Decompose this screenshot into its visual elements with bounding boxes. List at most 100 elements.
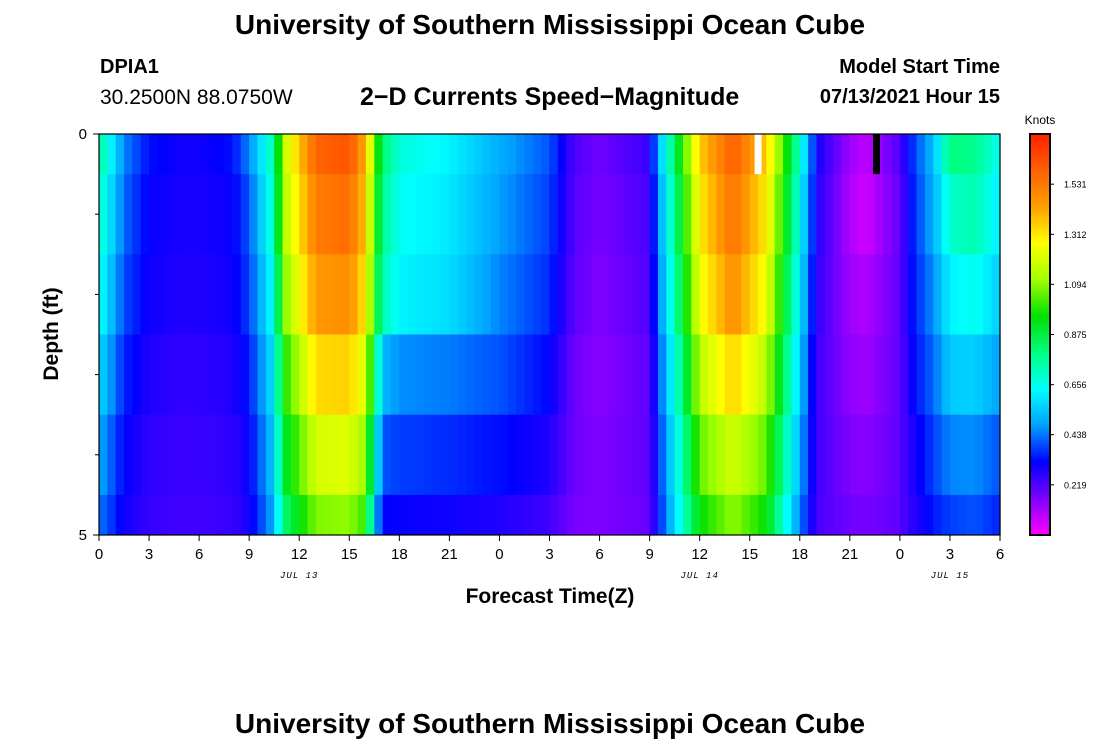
- heatmap-cell: [716, 174, 726, 255]
- heatmap-cell: [816, 494, 826, 536]
- station-id: DPIA1: [100, 56, 159, 78]
- heatmap-cell: [174, 414, 184, 496]
- heatmap-cell: [983, 414, 993, 496]
- heatmap-cell: [749, 494, 759, 536]
- x-tick-label: 3: [545, 546, 553, 563]
- heatmap-cell: [265, 134, 275, 175]
- heatmap-cell: [424, 134, 434, 175]
- heatmap-cell: [682, 414, 692, 496]
- heatmap-cell: [666, 414, 676, 496]
- heatmap-cell: [165, 134, 175, 175]
- heatmap-cell: [215, 174, 225, 255]
- heatmap-cell: [107, 254, 117, 335]
- heatmap-cell: [265, 334, 275, 416]
- heatmap-cell: [783, 494, 793, 536]
- heatmap-cell: [933, 174, 943, 255]
- colorbar-tick-label: 1.531: [1064, 180, 1087, 190]
- heatmap-cell: [324, 414, 334, 496]
- heatmap-cell: [849, 254, 859, 335]
- heatmap-cell: [716, 494, 726, 536]
- heatmap-cell: [140, 414, 150, 496]
- heatmap-cell: [924, 494, 934, 536]
- heatmap-cell: [441, 334, 450, 416]
- heatmap-cell: [566, 134, 576, 175]
- heatmap-cell: [174, 494, 184, 536]
- heatmap-cell: [607, 174, 617, 255]
- heatmap-cell: [290, 334, 300, 416]
- heatmap-cell: [566, 334, 576, 416]
- heatmap-cell: [315, 494, 325, 536]
- heatmap-cell: [357, 174, 367, 255]
- heatmap-cell: [941, 334, 951, 416]
- heatmap-cell: [624, 414, 634, 496]
- heatmap-cell: [649, 174, 659, 255]
- heatmap-cell: [841, 174, 851, 255]
- heatmap-cell: [224, 494, 234, 536]
- x-tick-label: 15: [341, 546, 358, 563]
- heatmap-cell: [224, 174, 234, 255]
- heatmap-cell: [224, 134, 234, 175]
- heatmap-cell: [349, 334, 359, 416]
- heatmap-cell: [891, 134, 901, 175]
- heatmap-cell: [666, 334, 676, 416]
- heatmap-cell: [516, 254, 526, 335]
- heatmap-cell: [516, 134, 526, 175]
- heatmap-cell: [791, 174, 801, 255]
- heatmap-cell: [432, 494, 442, 536]
- axes: 0 3 6 9 12 15 18 21 0 3 6 9 12 15 18 21 0 3 6 JUL 13 JUL 14 J…: [79, 126, 1005, 581]
- colorbar-title: Knots: [1025, 113, 1056, 127]
- heatmap-cell: [249, 494, 259, 536]
- heatmap-cell: [774, 494, 784, 536]
- heatmap-cell: [441, 134, 450, 175]
- heatmap-cell: [699, 334, 709, 416]
- heatmap-cell: [941, 134, 951, 175]
- heatmap-cell: [716, 414, 726, 496]
- heatmap-cell: [307, 494, 317, 536]
- heatmap-cell: [708, 414, 717, 496]
- heatmap-cell: [165, 254, 175, 335]
- heatmap-cells: [99, 134, 1001, 536]
- heatmap-cell: [816, 334, 826, 416]
- heatmap-cell: [340, 254, 350, 335]
- heatmap-cell: [966, 414, 976, 496]
- heatmap-cell: [282, 174, 292, 255]
- heatmap-cell: [733, 254, 742, 335]
- heatmap-cell: [574, 414, 584, 496]
- heatmap-cell: [599, 494, 609, 536]
- heatmap-cell: [115, 174, 125, 255]
- heatmap-cell: [958, 174, 968, 255]
- heatmap-cell: [991, 414, 1001, 496]
- heatmap-cell: [641, 134, 651, 175]
- heatmap-cell: [382, 334, 392, 416]
- heatmap-cell: [449, 254, 459, 335]
- heatmap-cell: [924, 414, 934, 496]
- heatmap-cell: [132, 334, 142, 416]
- heatmap-cell: [99, 414, 108, 496]
- heatmap-cell: [974, 414, 984, 496]
- heatmap-cell: [274, 414, 284, 496]
- heatmap-cell: [616, 414, 626, 496]
- heatmap-cell: [499, 254, 509, 335]
- heatmap-cell: [766, 334, 776, 416]
- heatmap-cell: [991, 174, 1001, 255]
- heatmap-cell: [315, 254, 325, 335]
- heatmap-cell: [340, 414, 350, 496]
- heatmap-cell: [115, 414, 125, 496]
- heatmap-cell: [207, 174, 217, 255]
- heatmap-cell: [190, 134, 200, 175]
- heatmap-cell: [349, 134, 359, 175]
- heatmap-cell: [140, 134, 150, 175]
- heatmap-cell: [766, 174, 776, 255]
- heatmap-cell: [624, 494, 634, 536]
- heatmap-cell: [783, 134, 793, 175]
- heatmap-cell: [382, 174, 392, 255]
- heatmap-cell: [891, 414, 901, 496]
- heatmap-cell: [491, 174, 501, 255]
- heatmap-cell: [899, 494, 909, 536]
- heatmap-cell: [115, 494, 125, 536]
- heatmap-cell: [365, 494, 375, 536]
- heatmap-cell: [290, 494, 300, 536]
- heatmap-cell: [624, 254, 634, 335]
- heatmap-cell: [524, 414, 534, 496]
- heatmap-cell: [282, 334, 292, 416]
